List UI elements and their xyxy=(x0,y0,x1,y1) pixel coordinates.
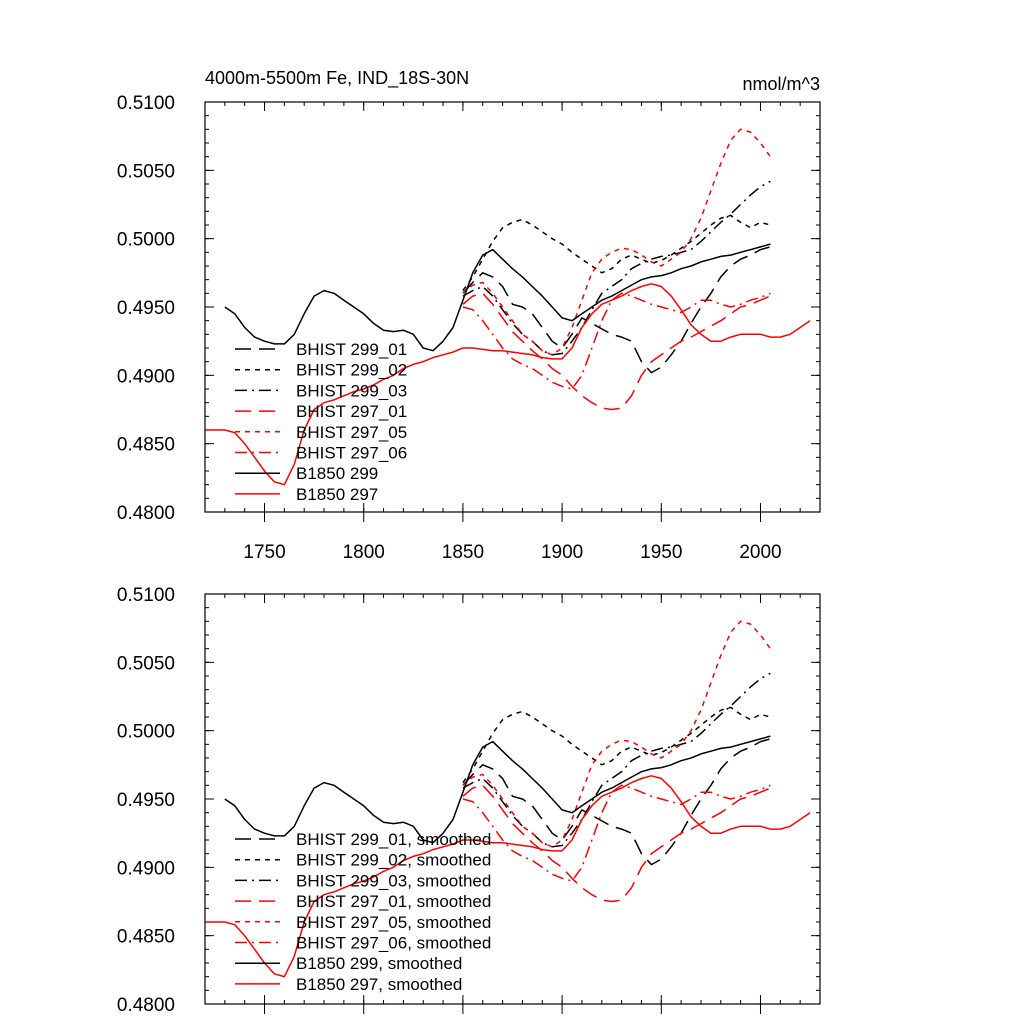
x-tick-label: 2000 xyxy=(739,542,781,563)
y-tick-label: 0.4900 xyxy=(117,366,175,387)
series-line-bhist-297-01 xyxy=(462,292,771,411)
legend-label: B1850 297, smoothed xyxy=(296,975,462,994)
x-tick-label: 1750 xyxy=(243,542,285,563)
legend-label: BHIST 297_06 xyxy=(296,444,407,463)
series-line-bhist-299-02 xyxy=(462,214,771,292)
series-line-bhist-299-03-smoothed xyxy=(462,672,771,848)
y-tick-label: 0.4950 xyxy=(117,298,175,319)
series-line-bhist-299-01 xyxy=(462,246,771,374)
series-line-b1850-299-smoothed xyxy=(224,735,771,844)
series-line-b1850-299 xyxy=(224,243,771,352)
series-line-bhist-297-05-smoothed xyxy=(462,620,772,848)
x-tick-label: 1900 xyxy=(541,542,583,563)
y-tick-label: 0.5100 xyxy=(117,585,175,606)
series-line-b1850-297-smoothed xyxy=(205,775,811,978)
y-tick-label: 0.5000 xyxy=(117,230,175,251)
series-line-bhist-297-06 xyxy=(462,292,771,390)
units-label: nmol/m^3 xyxy=(743,74,820,94)
series-line-bhist-299-02-smoothed xyxy=(462,706,771,784)
chart-title: 4000m-5500m Fe, IND_18S-30N xyxy=(205,68,469,89)
y-tick-label: 0.4850 xyxy=(117,435,175,456)
legend-label: BHIST 297_05, smoothed xyxy=(296,913,491,932)
legend-label: BHIST 299_01, smoothed xyxy=(296,830,491,849)
series-group-top xyxy=(205,128,811,486)
legend-label: B1850 299 xyxy=(296,464,378,483)
legend-label: B1850 297 xyxy=(296,485,378,504)
y-tick-label: 0.5100 xyxy=(117,93,175,114)
legend-bottom: BHIST 299_01, smoothed BHIST 299_02, smoo… xyxy=(235,830,491,994)
legend-label: BHIST 297_05 xyxy=(296,423,407,442)
y-tick-label: 0.5050 xyxy=(117,161,175,182)
y-tick-label: 0.5050 xyxy=(117,653,175,674)
series-group-bottom xyxy=(205,620,811,978)
y-tick-label: 0.5000 xyxy=(117,722,175,743)
plot-frame-top xyxy=(204,101,821,513)
series-line-bhist-297-01-smoothed xyxy=(462,784,771,903)
legend-label: B1850 299, smoothed xyxy=(296,954,462,973)
axis-ticks-bottom: 0.4800 0.4850 0.4900 0.4950 0.5000 0.5050 0.51… xyxy=(117,585,821,1016)
legend-label: BHIST 299_03, smoothed xyxy=(296,871,491,890)
series-line-bhist-299-03 xyxy=(462,180,771,356)
y-tick-label: 0.4950 xyxy=(117,790,175,811)
legend-label: BHIST 297_01 xyxy=(296,402,407,421)
series-line-b1850-297 xyxy=(205,283,811,486)
y-tick-label: 0.4900 xyxy=(117,858,175,879)
series-line-bhist-299-01-smoothed xyxy=(462,738,771,866)
y-tick-label: 0.4850 xyxy=(117,927,175,948)
legend-label: BHIST 299_01 xyxy=(296,340,407,359)
y-tick-label: 0.4800 xyxy=(117,503,175,524)
plot-frame-bottom xyxy=(204,593,821,1005)
y-tick-label: 0.4800 xyxy=(117,995,175,1016)
legend-label: BHIST 299_02 xyxy=(296,361,407,380)
panel-bottom: 0.4800 0.4850 0.4900 0.4950 0.5000 0.5050 0.51… xyxy=(117,585,821,1016)
x-tick-label: 1850 xyxy=(442,542,484,563)
legend-label: BHIST 297_06, smoothed xyxy=(296,934,491,953)
series-line-bhist-297-05 xyxy=(462,128,772,356)
series-line-bhist-297-06-smoothed xyxy=(462,784,771,882)
axis-ticks-top: 0.4800 0.4850 0.4900 0.4950 0.5000 0.5050 0.51… xyxy=(117,93,821,563)
legend-label: BHIST 299_02, smoothed xyxy=(296,851,491,870)
x-tick-label: 1800 xyxy=(343,542,385,563)
x-tick-label: 1950 xyxy=(640,542,682,563)
legend-label: BHIST 299_03 xyxy=(296,381,407,400)
panel-top: 4000m-5500m Fe, IND_18S-30N nmol/m^3 0.4… xyxy=(117,68,821,563)
legend-label: BHIST 297_01, smoothed xyxy=(296,892,491,911)
